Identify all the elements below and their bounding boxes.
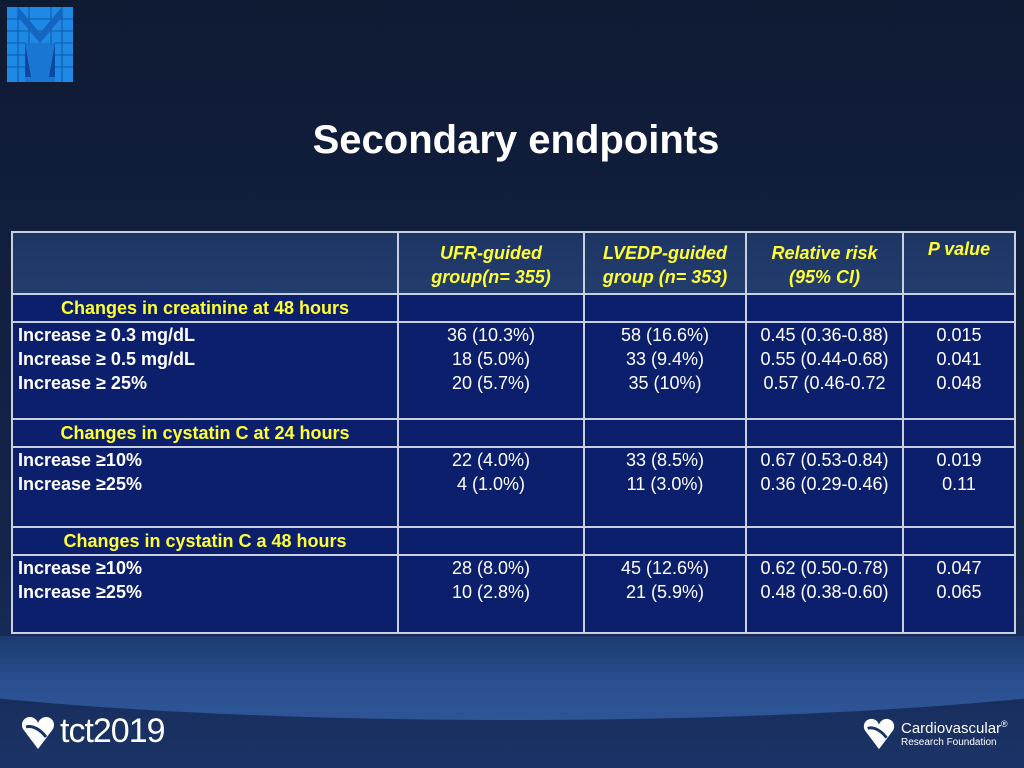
institution-logo bbox=[7, 7, 73, 82]
section-header-row: Changes in creatinine at 48 hours bbox=[11, 293, 1016, 323]
ufr-cell: 22 (4.0%) 4 (1.0%) bbox=[397, 446, 585, 528]
header-relative-risk: Relative risk (95% CI) bbox=[745, 231, 904, 295]
empty-cell bbox=[745, 418, 904, 448]
label-value: Increase ≥ 0.5 mg/dL bbox=[18, 349, 195, 369]
p-value: 0.041 bbox=[936, 349, 982, 369]
rr-value: 0.57 (0.46-0.72 bbox=[763, 373, 886, 393]
ufr-value: 4 (1.0%) bbox=[456, 474, 526, 494]
section-title: Changes in cystatin C a 48 hours bbox=[11, 526, 399, 556]
empty-cell bbox=[583, 418, 747, 448]
rr-value: 0.55 (0.44-0.68) bbox=[760, 349, 889, 369]
rr-value: 0.62 (0.50-0.78) bbox=[760, 558, 889, 578]
rr-cell: 0.62 (0.50-0.78) 0.48 (0.38-0.60) bbox=[745, 554, 904, 634]
empty-cell bbox=[583, 293, 747, 323]
ufr-value: 10 (2.8%) bbox=[451, 582, 531, 602]
p-value: 0.019 bbox=[936, 450, 982, 470]
tct2019-logo: tct2019 bbox=[60, 712, 166, 750]
label-cell: Increase ≥ 0.3 mg/dL Increase ≥ 0.5 mg/dL… bbox=[11, 321, 399, 420]
crf-logo-line1: Cardiovascular® bbox=[901, 719, 1008, 737]
empty-cell bbox=[397, 526, 585, 556]
lvedp-value: 35 (10%) bbox=[628, 373, 702, 393]
p-value: 0.065 bbox=[936, 582, 982, 602]
label-value: Increase ≥ 25% bbox=[18, 373, 147, 393]
empty-cell bbox=[397, 293, 585, 323]
p-value: 0.11 bbox=[942, 474, 976, 494]
ufr-value: 18 (5.0%) bbox=[451, 349, 531, 369]
lvedp-cell: 33 (8.5%) 11 (3.0%) bbox=[583, 446, 747, 528]
lvedp-value: 11 (3.0%) bbox=[626, 474, 704, 494]
header-ufr: UFR-guided group(n= 355) bbox=[397, 231, 585, 295]
lvedp-value: 45 (12.6%) bbox=[620, 558, 710, 578]
label-value: Increase ≥10% bbox=[18, 558, 142, 578]
section-header-row: Changes in cystatin C at 24 hours bbox=[11, 418, 1016, 448]
lvedp-value: 33 (8.5%) bbox=[625, 450, 705, 470]
rr-cell: 0.67 (0.53-0.84) 0.36 (0.29-0.46) bbox=[745, 446, 904, 528]
crf-logo-line2: Research Foundation bbox=[901, 737, 997, 748]
background-curve bbox=[0, 636, 1024, 720]
empty-cell bbox=[902, 418, 1016, 448]
table-header-row: UFR-guided group(n= 355) LVEDP-guided grou… bbox=[11, 231, 1016, 295]
ufr-value: 36 (10.3%) bbox=[446, 325, 536, 345]
p-cell: 0.019 0.11 bbox=[902, 446, 1016, 528]
rr-cell: 0.45 (0.36-0.88) 0.55 (0.44-0.68) 0.57 (0.… bbox=[745, 321, 904, 420]
label-cell: Increase ≥10% Increase ≥25% bbox=[11, 446, 399, 528]
data-row-group: Increase ≥ 0.3 mg/dL Increase ≥ 0.5 mg/dL… bbox=[11, 321, 1016, 420]
p-value: 0.047 bbox=[936, 558, 982, 578]
label-value: Increase ≥ 0.3 mg/dL bbox=[18, 325, 195, 345]
lvedp-cell: 58 (16.6%) 33 (9.4%) 35 (10%) bbox=[583, 321, 747, 420]
empty-cell bbox=[902, 526, 1016, 556]
label-cell: Increase ≥10% Increase ≥25% bbox=[11, 554, 399, 634]
p-value: 0.015 bbox=[936, 325, 982, 345]
ufr-cell: 36 (10.3%) 18 (5.0%) 20 (5.7%) bbox=[397, 321, 585, 420]
p-cell: 0.015 0.041 0.048 bbox=[902, 321, 1016, 420]
ufr-value: 20 (5.7%) bbox=[451, 373, 531, 393]
empty-cell bbox=[583, 526, 747, 556]
page-title: Secondary endpoints bbox=[312, 118, 720, 162]
empty-cell bbox=[902, 293, 1016, 323]
header-lvedp: LVEDP-guided group (n= 353) bbox=[583, 231, 747, 295]
section-title: Changes in creatinine at 48 hours bbox=[11, 293, 399, 323]
ufr-value: 22 (4.0%) bbox=[451, 450, 531, 470]
empty-cell bbox=[745, 293, 904, 323]
crf-heart-logo-icon bbox=[863, 718, 895, 750]
label-value: Increase ≥10% bbox=[18, 450, 142, 470]
lvedp-cell: 45 (12.6%) 21 (5.9%) bbox=[583, 554, 747, 634]
section-title: Changes in cystatin C at 24 hours bbox=[11, 418, 399, 448]
p-cell: 0.047 0.065 bbox=[902, 554, 1016, 634]
header-empty bbox=[11, 231, 399, 295]
secondary-endpoints-table: UFR-guided group(n= 355) LVEDP-guided grou… bbox=[11, 231, 1016, 634]
label-value: Increase ≥25% bbox=[18, 582, 142, 602]
lvedp-value: 33 (9.4%) bbox=[625, 349, 705, 369]
rr-value: 0.45 (0.36-0.88) bbox=[760, 325, 889, 345]
lvedp-value: 58 (16.6%) bbox=[620, 325, 710, 345]
ufr-value: 28 (8.0%) bbox=[451, 558, 531, 578]
section-header-row: Changes in cystatin C a 48 hours bbox=[11, 526, 1016, 556]
p-value: 0.048 bbox=[936, 373, 982, 393]
empty-cell bbox=[397, 418, 585, 448]
rr-value: 0.48 (0.38-0.60) bbox=[760, 582, 889, 602]
ufr-cell: 28 (8.0%) 10 (2.8%) bbox=[397, 554, 585, 634]
empty-cell bbox=[745, 526, 904, 556]
data-row-group: Increase ≥10% Increase ≥25% 28 (8.0%) 10 (2… bbox=[11, 554, 1016, 634]
label-value: Increase ≥25% bbox=[18, 474, 142, 494]
header-p-value: P value bbox=[902, 231, 1016, 295]
data-row-group: Increase ≥10% Increase ≥25% 22 (4.0%) 4 (1.… bbox=[11, 446, 1016, 528]
rr-value: 0.36 (0.29-0.46) bbox=[760, 474, 889, 494]
lvedp-value: 21 (5.9%) bbox=[625, 582, 705, 602]
tct-heart-logo-icon bbox=[21, 717, 55, 749]
rr-value: 0.67 (0.53-0.84) bbox=[760, 450, 889, 470]
